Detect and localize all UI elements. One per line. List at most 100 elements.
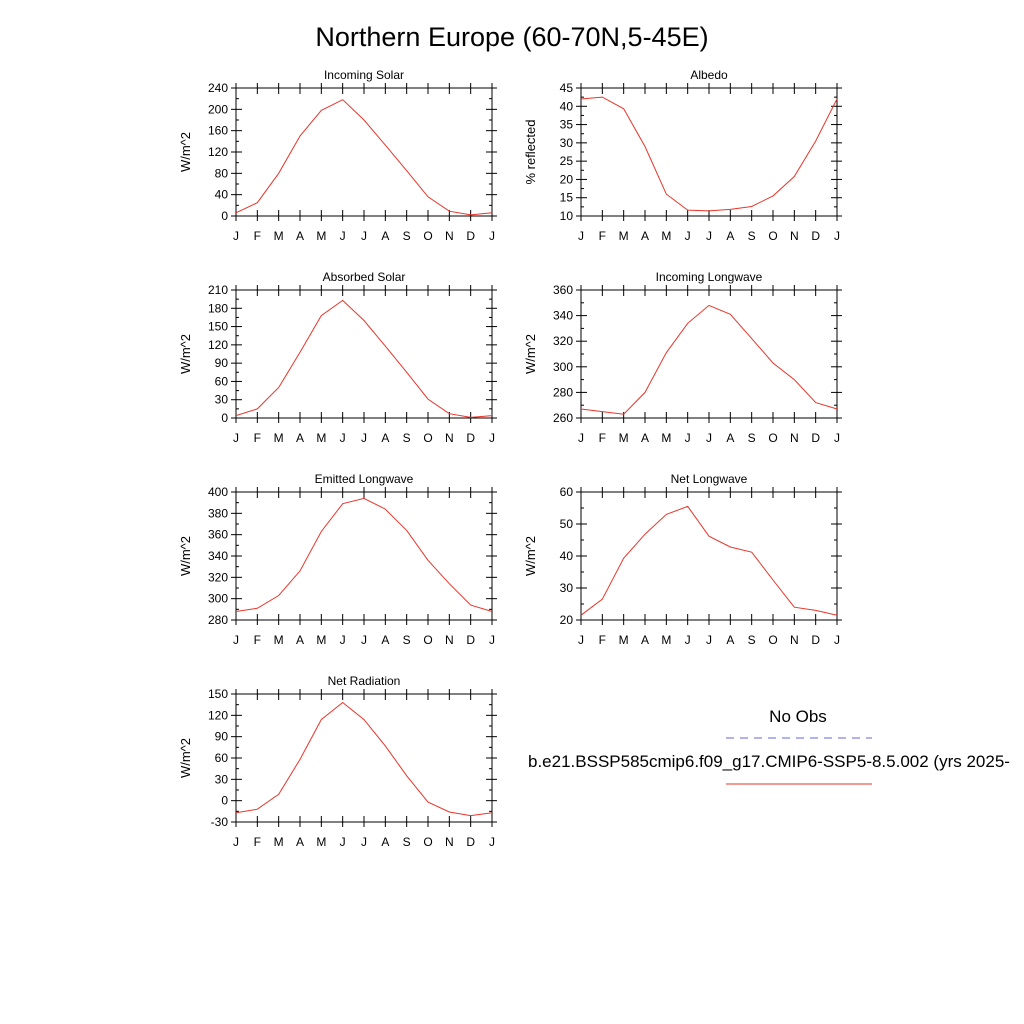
series-line bbox=[580, 505, 838, 616]
y-tick-label: 60 bbox=[215, 751, 229, 765]
x-tick-label: N bbox=[790, 431, 799, 445]
x-tick-label: F bbox=[599, 431, 606, 445]
x-tick-label: D bbox=[466, 835, 475, 849]
y-tick-label: 40 bbox=[560, 549, 574, 563]
y-tick-label: 210 bbox=[208, 283, 228, 297]
plot-frame bbox=[235, 289, 493, 419]
y-tick-label: 15 bbox=[560, 191, 574, 205]
x-tick-label: J bbox=[340, 835, 346, 849]
x-tick-label: M bbox=[619, 229, 629, 243]
y-tick-label: 120 bbox=[208, 708, 228, 722]
x-tick-label: M bbox=[316, 229, 326, 243]
x-tick-label: M bbox=[619, 431, 629, 445]
x-tick-label: A bbox=[296, 835, 304, 849]
x-tick-label: M bbox=[316, 835, 326, 849]
plot-frame bbox=[235, 693, 493, 823]
y-tick-label: 40 bbox=[215, 188, 229, 202]
plot-frame bbox=[235, 87, 493, 217]
y-axis-label: % reflected bbox=[523, 119, 538, 184]
y-tick-label: 180 bbox=[208, 301, 228, 315]
y-tick-label: 400 bbox=[208, 485, 228, 499]
panel-title: Emitted Longwave bbox=[315, 472, 414, 486]
y-tick-label: 300 bbox=[208, 592, 228, 606]
y-tick-label: 360 bbox=[208, 528, 228, 542]
y-tick-label: 160 bbox=[208, 124, 228, 138]
y-tick-label: 240 bbox=[208, 81, 228, 95]
x-tick-label: M bbox=[661, 431, 671, 445]
x-tick-label: N bbox=[790, 633, 799, 647]
plot-frame bbox=[580, 289, 838, 419]
x-tick-label: S bbox=[403, 431, 411, 445]
y-axis-label: W/m^2 bbox=[178, 334, 193, 374]
x-tick-label: M bbox=[274, 229, 284, 243]
x-tick-label: F bbox=[254, 835, 261, 849]
legend-obs-label: No Obs bbox=[769, 707, 827, 726]
y-axis-label: W/m^2 bbox=[178, 536, 193, 576]
x-tick-label: A bbox=[641, 633, 649, 647]
plot-frame bbox=[580, 491, 838, 621]
panel-title: Net Longwave bbox=[671, 472, 748, 486]
x-tick-label: J bbox=[361, 633, 367, 647]
y-tick-label: 320 bbox=[553, 334, 573, 348]
y-tick-label: -30 bbox=[211, 815, 229, 829]
x-tick-label: A bbox=[296, 431, 304, 445]
x-tick-label: M bbox=[274, 431, 284, 445]
x-tick-label: F bbox=[254, 633, 261, 647]
y-tick-label: 300 bbox=[553, 360, 573, 374]
x-tick-label: S bbox=[748, 229, 756, 243]
y-tick-label: 30 bbox=[215, 393, 229, 407]
y-axis-label: W/m^2 bbox=[178, 132, 193, 172]
y-tick-label: 280 bbox=[553, 385, 573, 399]
x-tick-label: A bbox=[296, 633, 304, 647]
x-tick-label: M bbox=[619, 633, 629, 647]
x-tick-label: O bbox=[768, 229, 777, 243]
x-tick-label: M bbox=[316, 633, 326, 647]
x-tick-label: S bbox=[403, 229, 411, 243]
y-tick-label: 30 bbox=[560, 581, 574, 595]
y-tick-label: 0 bbox=[221, 411, 228, 425]
x-tick-label: J bbox=[834, 633, 840, 647]
x-tick-label: J bbox=[233, 835, 239, 849]
y-tick-label: 60 bbox=[560, 485, 574, 499]
x-tick-label: O bbox=[423, 633, 432, 647]
x-tick-label: M bbox=[274, 835, 284, 849]
panel-title: Incoming Solar bbox=[324, 68, 404, 82]
x-tick-label: J bbox=[340, 229, 346, 243]
x-tick-label: J bbox=[233, 431, 239, 445]
y-axis-label: W/m^2 bbox=[523, 536, 538, 576]
x-tick-label: N bbox=[445, 229, 454, 243]
x-tick-label: A bbox=[381, 633, 389, 647]
y-tick-label: 30 bbox=[560, 136, 574, 150]
x-tick-label: D bbox=[811, 633, 820, 647]
x-tick-label: M bbox=[316, 431, 326, 445]
panel-title: Net Radiation bbox=[328, 674, 401, 688]
x-tick-label: J bbox=[489, 835, 495, 849]
y-tick-label: 30 bbox=[215, 772, 229, 786]
x-tick-label: N bbox=[445, 835, 454, 849]
y-tick-label: 35 bbox=[560, 118, 574, 132]
y-tick-label: 90 bbox=[215, 730, 229, 744]
x-tick-label: D bbox=[466, 229, 475, 243]
y-tick-label: 80 bbox=[215, 166, 229, 180]
x-tick-label: J bbox=[489, 431, 495, 445]
y-tick-label: 360 bbox=[553, 283, 573, 297]
series-line bbox=[235, 497, 493, 612]
x-tick-label: J bbox=[233, 633, 239, 647]
x-tick-label: D bbox=[466, 633, 475, 647]
y-tick-label: 40 bbox=[560, 99, 574, 113]
y-tick-label: 120 bbox=[208, 338, 228, 352]
x-tick-label: A bbox=[381, 835, 389, 849]
x-tick-label: J bbox=[489, 633, 495, 647]
x-tick-label: D bbox=[466, 431, 475, 445]
y-tick-label: 25 bbox=[560, 154, 574, 168]
series-line bbox=[235, 299, 493, 418]
x-tick-label: F bbox=[254, 431, 261, 445]
legend: No Obs b.e21.BSSP585cmip6.f09_g17.CMIP6-… bbox=[528, 707, 1010, 785]
